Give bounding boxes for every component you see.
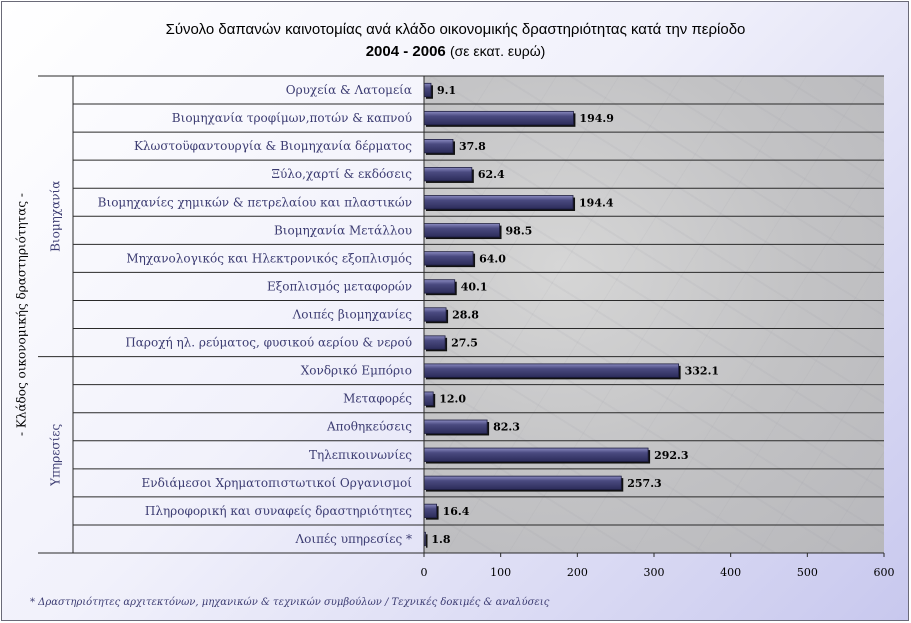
category-label: Μηχανολογικός και Ηλεκτρονικός εξοπλισμό… [126,251,412,265]
category-label: Τηλεπικοινωνίες [309,448,412,462]
x-tick-label: 0 [421,566,428,579]
bar [423,503,437,519]
group-label-0: Βιομηχανία [49,181,63,252]
bar [423,419,488,434]
category-label: Μεταφορές [343,392,412,406]
value-label: 37.8 [459,140,486,153]
value-label: 12.0 [439,393,466,406]
value-label: 292.3 [654,449,688,462]
bar-shadow [426,534,428,548]
value-label: 1.8 [431,533,450,546]
plot-area [424,76,884,553]
value-label: 257.3 [627,477,661,490]
value-label: 16.4 [443,505,470,518]
bar [423,223,500,238]
bar [423,447,649,462]
category-label: Κλωστοϋφαντουργία & Βιομηχανία δέρματος [134,139,412,153]
x-tick-label: 400 [720,566,741,579]
category-label: Ορυχεία & Λατομεία [286,83,412,97]
x-tick-label: 200 [567,566,588,579]
category-label: Βιομηχανία τροφίμων,ποτών & καπνού [172,111,412,125]
bar [423,110,574,126]
value-label: 40.1 [461,280,488,293]
bar [423,475,622,490]
x-tick-label: 100 [490,566,511,579]
bar [423,279,456,294]
category-label: Ξύλο,χαρτί & εκδόσεις [272,167,413,181]
value-label: 62.4 [478,168,505,181]
value-label: 98.5 [506,224,533,237]
value-label: 82.3 [493,421,520,434]
bar [423,307,447,322]
bar [423,251,474,266]
y-axis-title: - Κλάδος οικονομικής δραστηριότητας - [15,193,29,436]
chart-period: 2004 - 2006 [365,43,446,60]
bar [423,363,680,378]
category-label: Πληροφορική και συναφείς δραστηριότητες [145,504,412,518]
category-label: Χονδρικό Εμπόριο [301,364,412,378]
bar [423,195,574,210]
value-label: 64.0 [479,252,506,265]
value-label: 9.1 [437,84,456,97]
bar [423,335,446,350]
value-label: 28.8 [452,309,479,322]
bar [423,82,432,98]
category-label: Λοιπές βιομηχανίες [292,308,413,322]
bar [423,391,434,406]
chart-unit: (σε εκατ. ευρώ) [449,43,546,59]
category-label: Λοιπές υπηρεσίες * [294,532,412,546]
chart-subtitle: 2004 - 2006 (σε εκατ. ευρώ) [0,43,911,60]
category-label: Βιομηχανίες χημικών & πετρελαίου και πλα… [98,195,412,209]
category-label: Εξοπλισμός μεταφορών [267,279,412,293]
chart-title: Σύνολο δαπανών καινοτομίας ανά κλάδο οικ… [165,21,746,38]
category-label: Αποθηκεύσεις [326,420,412,434]
value-label: 194.4 [579,196,614,209]
bar [423,167,473,182]
group-label-1: Υπηρεσίες [49,423,63,486]
x-tick-label: 600 [874,566,895,579]
category-label: Ενδιάμεσοι Χρηματοπιστωτικοί Οργανισμοί [142,476,413,490]
value-label: 27.5 [451,337,478,350]
value-label: 332.1 [685,365,719,378]
bar [423,139,454,154]
x-tick-label: 300 [644,566,665,579]
value-label: 194.9 [579,112,613,125]
x-tick-label: 500 [797,566,818,579]
category-label: Βιομηχανία Μετάλλου [274,223,412,237]
category-label: Παροχή ηλ. ρεύματος, φυσικού αερίου & νε… [125,336,412,350]
footnote: * Δραστηριότητες αρχιτεκτόνων, μηχανικών… [30,597,550,608]
